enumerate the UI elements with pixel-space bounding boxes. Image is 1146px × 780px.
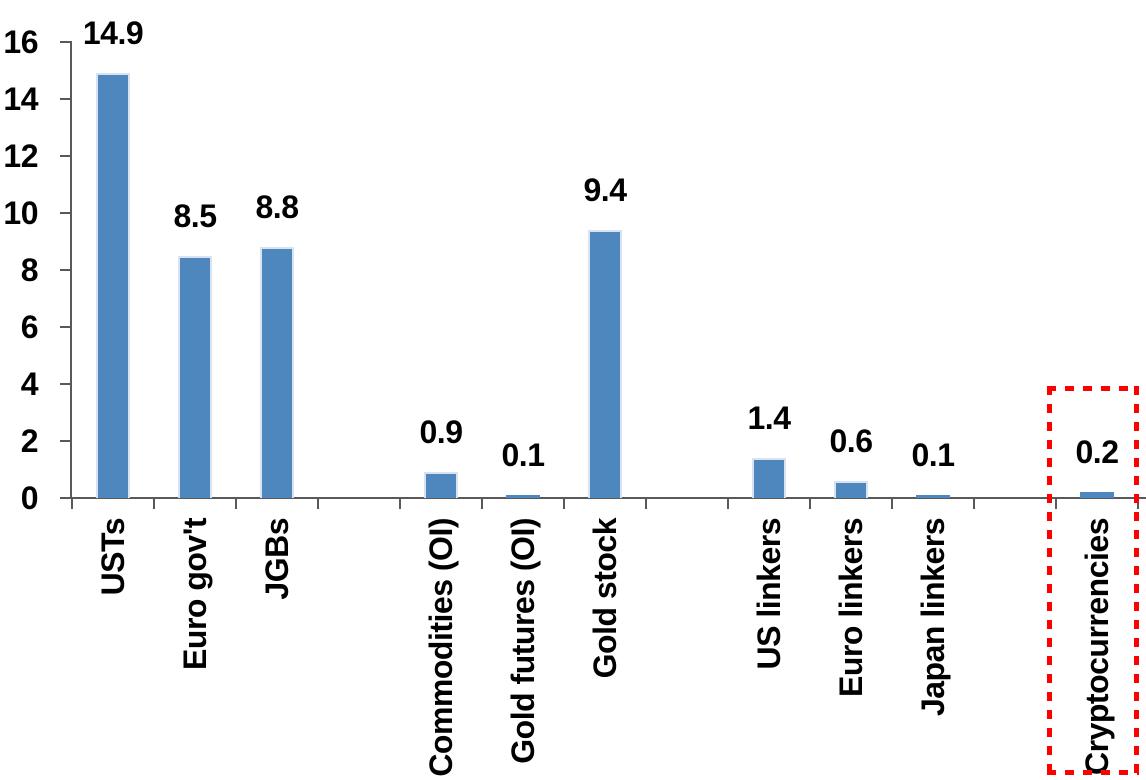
- category-label: Gold futures (OI): [505, 518, 541, 764]
- x-tick: [235, 498, 237, 509]
- x-tick: [973, 498, 975, 509]
- bar: [1080, 492, 1114, 498]
- bar: [178, 256, 212, 498]
- x-tick: [645, 498, 647, 509]
- highlight-box-edge-top: [1047, 386, 1139, 391]
- y-tick: [60, 155, 72, 157]
- category-label: Japan linkers: [915, 518, 951, 717]
- bar: [752, 458, 786, 498]
- category-label: Euro linkers: [833, 518, 869, 697]
- bar: [96, 73, 130, 498]
- x-tick: [809, 498, 811, 509]
- y-tick: [60, 98, 72, 100]
- y-tick-label: 2: [20, 423, 39, 459]
- y-tick-label: 0: [20, 480, 39, 516]
- bar: [916, 495, 950, 498]
- bar-value-label: 0.9: [419, 414, 463, 450]
- bar-value-label: 8.8: [255, 189, 299, 225]
- bar-value-label: 0.2: [1075, 434, 1119, 470]
- y-tick: [60, 497, 72, 499]
- bar-value-label: 1.4: [747, 400, 791, 436]
- x-tick: [481, 498, 483, 509]
- bar-value-label: 0.1: [911, 437, 955, 473]
- x-tick: [399, 498, 401, 509]
- bar: [424, 472, 458, 498]
- category-label: Gold stock: [587, 518, 623, 679]
- y-tick: [60, 212, 72, 214]
- highlight-box-edge-bottom: [1047, 770, 1139, 775]
- bar: [506, 495, 540, 498]
- bar: [588, 230, 622, 498]
- bar-value-label: 8.5: [173, 198, 217, 234]
- bar: [834, 481, 868, 498]
- category-label: JGBs: [259, 518, 295, 600]
- y-tick-label: 12: [3, 138, 38, 174]
- y-tick-label: 16: [3, 24, 38, 60]
- y-tick: [60, 326, 72, 328]
- x-tick: [1055, 498, 1057, 509]
- x-axis-line: [70, 497, 1146, 499]
- bar-value-label: 0.6: [829, 423, 873, 459]
- bar: [260, 247, 294, 498]
- x-tick: [153, 498, 155, 509]
- x-tick: [891, 498, 893, 509]
- bar-value-label: 14.9: [82, 15, 144, 51]
- x-tick: [71, 498, 73, 509]
- bar-value-label: 9.4: [583, 172, 627, 208]
- category-label: US linkers: [751, 518, 787, 670]
- category-label: Euro gov't: [177, 518, 213, 670]
- bar-value-label: 0.1: [501, 437, 545, 473]
- x-tick: [727, 498, 729, 509]
- y-tick: [60, 41, 72, 43]
- y-tick-label: 10: [3, 195, 38, 231]
- highlight-box-edge-right: [1134, 386, 1139, 775]
- y-tick: [60, 440, 72, 442]
- category-label: Commodities (OI): [423, 518, 459, 777]
- highlight-box-edge-left: [1047, 386, 1052, 775]
- y-tick: [60, 269, 72, 271]
- category-label: USTs: [95, 518, 131, 596]
- y-tick-label: 4: [20, 366, 39, 402]
- x-tick: [317, 498, 319, 509]
- highlight-box: [1047, 386, 1139, 775]
- y-tick-label: 6: [20, 309, 39, 345]
- x-tick: [563, 498, 565, 509]
- y-tick: [60, 383, 72, 385]
- y-tick-label: 8: [20, 252, 39, 288]
- y-tick-label: 14: [3, 81, 38, 117]
